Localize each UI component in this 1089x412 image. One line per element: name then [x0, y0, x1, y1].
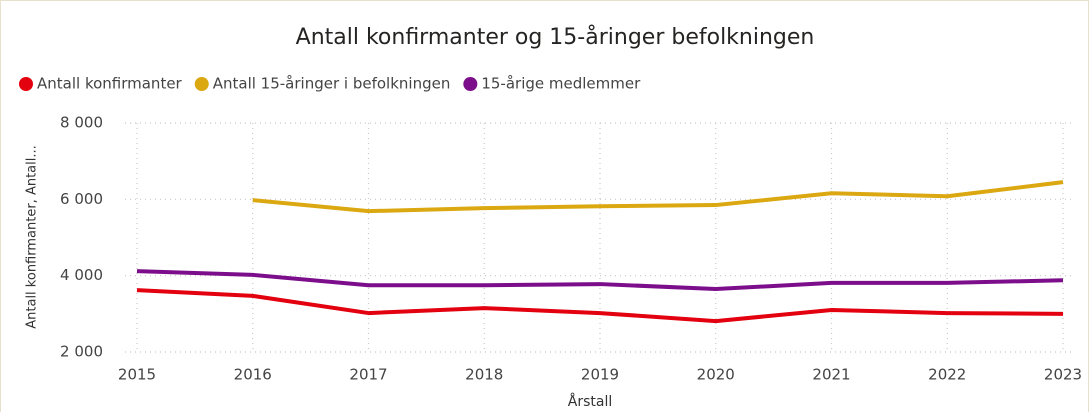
x-tick-label: 2021 [812, 366, 850, 384]
x-tick-label: 2020 [697, 366, 735, 384]
x-tick-label: 2019 [581, 366, 619, 384]
series-line [136, 269, 1064, 292]
x-tick-label: 2017 [349, 366, 387, 384]
x-axis-label: Årstall [568, 393, 612, 410]
x-tick-label: 2015 [118, 366, 156, 384]
y-tick-label: 2 000 [60, 343, 103, 361]
y-axis-label: Antall konfirmanter, Antall... [25, 145, 40, 329]
legend-marker [463, 77, 478, 91]
chart-title: Antall konfirmanter og 15-åringer befolk… [296, 24, 815, 50]
legend-marker [194, 77, 209, 91]
legend-label: 15-årige medlemmer [481, 75, 641, 93]
y-tick-label: 6 000 [60, 190, 103, 208]
x-tick-label: 2018 [465, 366, 503, 384]
legend-label: Antall konfirmanter [37, 75, 183, 93]
legend: Antall konfirmanter Antall 15-åringer i b… [19, 75, 641, 93]
legend-label: Antall 15-åringer i befolkningen [213, 75, 451, 93]
y-tick-label: 4 000 [60, 266, 103, 284]
series-line [252, 180, 1064, 214]
legend-marker [19, 77, 33, 91]
series-line [136, 288, 1064, 324]
x-tick-label: 2022 [928, 366, 966, 384]
y-tick-label: 8 000 [60, 114, 103, 132]
x-tick-label: 2016 [234, 366, 272, 384]
x-tick-label: 2023 [1044, 366, 1082, 384]
